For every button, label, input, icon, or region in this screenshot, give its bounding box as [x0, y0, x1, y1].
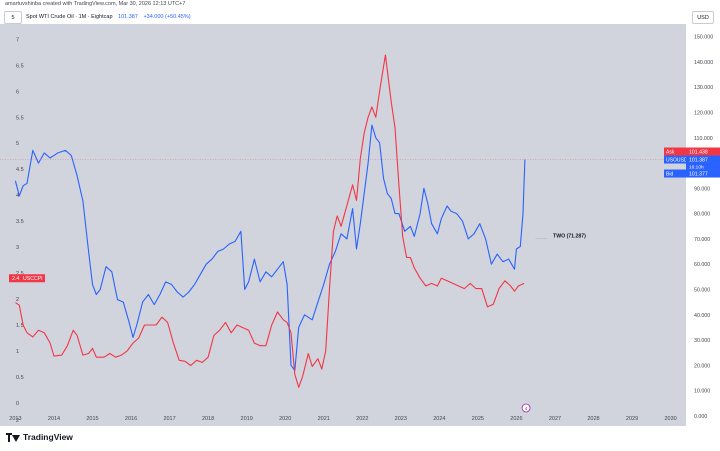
x-tick-label: 2027 [549, 416, 561, 422]
level-text: TWO (71.287) [553, 234, 586, 240]
plot-area[interactable] [0, 24, 686, 426]
currency-button[interactable]: USD [692, 11, 714, 24]
x-tick-label: 2017 [163, 416, 175, 422]
left-tick-label: 3 [16, 245, 19, 251]
price-tag-label-bg [664, 169, 686, 178]
x-tick-label: 2019 [241, 416, 253, 422]
right-tick-label: 10.000 [694, 389, 710, 395]
right-tick-label: 140.000 [694, 60, 713, 66]
price-chart[interactable]: 7 6.5 6 5.5 5 4.5 4 3.5 3 2.5 2 1.5 1 0.5 0 150.000 140… [0, 24, 720, 426]
usccpi-tag-bg [9, 274, 45, 283]
x-tick-label: 2030 [664, 416, 676, 422]
ask-price-tag: Ask 101.438 [664, 147, 720, 156]
x-tick-label: 2028 [587, 416, 599, 422]
price-tag-value-bg [686, 147, 720, 156]
usousd-price-tag: USOUSD 101.387 [664, 155, 720, 164]
price-tag-value: 101.438 [689, 150, 708, 156]
left-tick-label: 2.5 [16, 271, 24, 277]
left-tick-label: 0 [16, 401, 19, 407]
tradingview-mark-icon [6, 432, 20, 442]
x-tick-label: 2026 [510, 416, 522, 422]
credit-text: amartuvshinba created with TradingView.c… [5, 1, 186, 7]
right-tick-label: 90.000 [694, 186, 710, 192]
countdown-bg [686, 163, 720, 170]
price-tag-value: 101.387 [689, 158, 708, 164]
left-tick-label: 5 [16, 141, 19, 147]
left-tick-label: 6 [16, 89, 19, 95]
corner-label: 2 [16, 418, 19, 424]
price-tag-value-bg [686, 169, 720, 178]
x-tick-label: 2018 [202, 416, 214, 422]
usccpi-value-tag: 2.4 USCCPI [9, 274, 45, 283]
right-tick-label: 110.000 [694, 136, 713, 142]
left-tick-label: 6.5 [16, 63, 24, 69]
right-tick-label: 50.000 [694, 287, 710, 293]
right-price-axis[interactable] [686, 24, 720, 426]
x-tick-label: 2022 [356, 416, 368, 422]
series-line-usccpi [15, 54, 525, 388]
x-tick-label: 2021 [318, 416, 330, 422]
x-tick-label: 2029 [626, 416, 638, 422]
price-tag-label: Ask [666, 150, 675, 156]
left-tick-label: 5.5 [16, 115, 24, 121]
right-tick-label: 80.000 [694, 212, 710, 218]
series-line-usousd [14, 124, 526, 371]
chart-header: amartuvshinba created with TradingView.c… [0, 0, 720, 34]
x-tick-label: 2015 [86, 416, 98, 422]
left-tick-label: 2 [16, 297, 19, 303]
x-tick-label: 2024 [433, 416, 445, 422]
bid-price-tag: Bid 101.377 [664, 169, 720, 178]
right-tick-label: 60.000 [694, 262, 710, 268]
tradingview-logo[interactable]: TradingView [6, 432, 73, 442]
right-tick-label: 130.000 [694, 85, 713, 91]
x-tick-label: 2025 [472, 416, 484, 422]
event-marker [521, 403, 531, 413]
price-change: +34.000 (+50.45%) [143, 14, 191, 20]
right-tick-label: 120.000 [694, 110, 713, 116]
countdown-text: 16:10h [689, 165, 704, 171]
footer: TradingView [0, 426, 720, 451]
right-tick-label: 70.000 [694, 237, 710, 243]
brand-name: TradingView [23, 432, 73, 442]
right-tick-label: 40.000 [694, 313, 710, 319]
x-tick-label: 2016 [125, 416, 137, 422]
price-tag-value-bg [686, 155, 720, 164]
last-price: 101.387 [118, 14, 138, 20]
symbol-legend[interactable]: Spot WTI Crude Oil · 1M · Eightcap 101.3… [26, 14, 191, 20]
right-tick-label: 0.000 [694, 414, 707, 420]
price-tag-label-bg [664, 155, 686, 164]
x-tick-label: 2014 [48, 416, 60, 422]
x-tick-label: 2013 [9, 416, 21, 422]
left-tick-label: 3.5 [16, 219, 24, 225]
interval-button[interactable]: 5 [4, 11, 22, 24]
left-tick-label: 4 [16, 193, 19, 199]
x-tick-label: 2020 [279, 416, 291, 422]
x-tick-label: 2023 [395, 416, 407, 422]
right-tick-label: 20.000 [694, 363, 710, 369]
left-tick-label: 7 [16, 37, 19, 43]
price-tag-label: USOUSD [666, 158, 688, 164]
right-tick-label: 30.000 [694, 338, 710, 344]
left-tick-label: 1.5 [16, 323, 24, 329]
price-tag-label: Bid [666, 172, 673, 178]
right-tick-label: 150.000 [694, 35, 713, 41]
usccpi-tag-value: 2.4 [12, 276, 19, 282]
event-marker-label: 4 [525, 406, 528, 411]
left-tick-label: 4.5 [16, 167, 24, 173]
symbol-name: Spot WTI Crude Oil · 1M · Eightcap [26, 14, 113, 20]
price-tag-label-bg [664, 147, 686, 156]
left-tick-label: 1 [16, 349, 19, 355]
left-tick-label: 0.5 [16, 375, 24, 381]
price-tag-value: 101.377 [689, 172, 708, 178]
usccpi-tag-name: USCCPI [23, 276, 43, 282]
